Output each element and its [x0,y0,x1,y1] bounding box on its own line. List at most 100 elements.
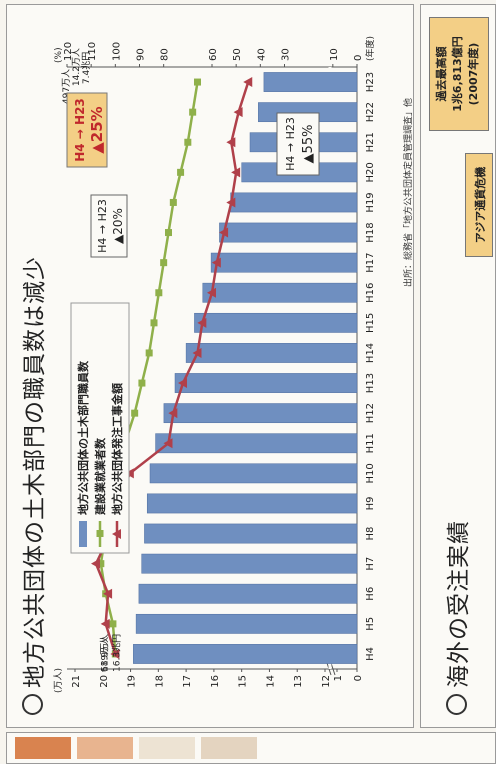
staff-bar [185,343,358,363]
workers-point [150,319,158,327]
workers-point [109,620,117,628]
color-swatch-2 [77,737,133,759]
circle-bullet-icon [446,694,467,715]
left-axis-unit: (万人) [53,668,64,693]
staff-bar [141,553,358,574]
x-tick-label: H18 [365,222,376,242]
staff-change-box [66,92,108,168]
left-tick-label: 19 [127,675,138,688]
record-high-box: 過去最高額 1兆6,813億円 (2007年度) [429,17,489,131]
staff-bar [194,312,358,333]
right-tick-label: 50 [232,48,243,61]
workers-point [169,198,177,206]
amount-point [211,257,221,268]
left-tick-label: 15 [238,675,249,688]
legend-marker-triangle [112,529,121,539]
left-tick-label: 1 [333,675,344,681]
amount-point [243,77,253,88]
workers-point [177,168,185,176]
color-swatch-1 [15,737,71,759]
staff-change-value: ▲25% [88,106,106,153]
right-tick-label: 0 [353,55,364,61]
source-note: 出所：総務省「地方公共団体定員管理調査」他 [404,97,414,287]
staff-bar [146,493,358,514]
staff-bar [155,433,358,454]
left-tick-label: 18 [154,675,165,688]
x-tick-label: H12 [365,403,376,423]
workers-point [131,409,139,417]
workers-line [99,81,199,655]
left-tick-label: 20 [99,675,110,688]
workers-point [145,349,153,357]
right-tick-label: 10 [329,48,340,61]
right-tick-label: 90 [136,48,147,61]
staff-chart-panel: 地方公共団体の土木部門の職員数は減少 21 20 19 18 17 16 15 14 13 12 1… [6,4,414,728]
x-tick-label: H14 [365,343,376,363]
amount-point [197,317,207,328]
x-tick-label: H4 [365,647,376,661]
workers-point [138,379,146,387]
x-tick-label: H11 [365,433,376,453]
overseas-orders-panel: 海外の受注実績 過去最高額 1兆6,813億円 (2007年度) アジア通貨危機 [420,4,496,728]
amount-point [110,648,120,659]
x-tick-label: H10 [365,463,376,483]
x-tick-label: H16 [365,283,376,303]
amount-point [226,137,236,148]
right-tick-label: 30 [281,48,292,61]
staff-bar [174,373,358,393]
staff-bar [144,523,358,544]
amount-point [100,618,110,629]
left-tick-label: 12 [321,675,332,688]
x-tick-label: H9 [365,497,376,511]
amount-point [231,167,241,178]
workers-point [165,229,172,237]
end-workers-label: 14.2万人 [71,48,82,86]
x-tick-label: H15 [365,313,376,333]
record-high-label: 過去最高額 [435,46,448,102]
start-staff-label: 619万人 [99,637,110,672]
record-high-year: (2007年度) [467,42,480,106]
x-tick-label: H20 [365,162,376,182]
end-staff-label: 497万人 [61,69,72,104]
x-tick-label: H23 [365,72,376,92]
staff-bar [202,282,358,303]
color-swatch-4 [201,737,257,759]
legend-label: 地方公共団体の土木部門職員数 [76,360,90,515]
x-tick-label: H21 [365,132,376,152]
amount-point [163,438,173,449]
asia-crisis-box: アジア通貨危機 [465,153,493,257]
amount-point [233,107,243,118]
right-tick-label: 80 [160,48,171,61]
amount-point [168,408,178,419]
amount-point [91,558,100,569]
x-tick-label: H19 [365,192,376,212]
asia-crisis-label: アジア通貨危機 [474,166,487,244]
staff-bar [135,613,358,634]
amount-point [207,287,216,298]
left-tick-label: 14 [265,675,276,688]
axis-break-band [327,66,333,670]
amount-line [94,81,250,655]
right-tick-label: 40 [256,48,267,61]
staff-bar [163,403,358,424]
amount-change-value: ▲55% [301,125,316,164]
x-tick-label: H8 [365,527,376,541]
right-tick-label: 100 [111,42,122,61]
workers-change-range: H4 → H23 [96,199,109,253]
legend-marker-square [96,530,104,537]
left-tick-label: 21 [71,675,82,688]
staff-bar [133,644,358,664]
amount-point [192,347,202,358]
amount-point [178,378,187,389]
workers-point [194,78,201,86]
staff-combo-chart: 21 20 19 18 17 16 15 14 13 12 1 0(万人)120 110 100 90 80 6… [53,36,376,693]
left-color-strip [6,732,496,764]
right-tick-label: 120 [63,42,74,61]
overseas-title-text: 海外の受注実績 [446,520,472,688]
start-workers-label: 18.9万人 [99,634,110,672]
amount-change-box [276,112,320,176]
end-amount-label: 7.4兆円 [81,52,92,84]
staff-bar [263,72,358,92]
workers-change-value: ▲20% [111,208,125,244]
